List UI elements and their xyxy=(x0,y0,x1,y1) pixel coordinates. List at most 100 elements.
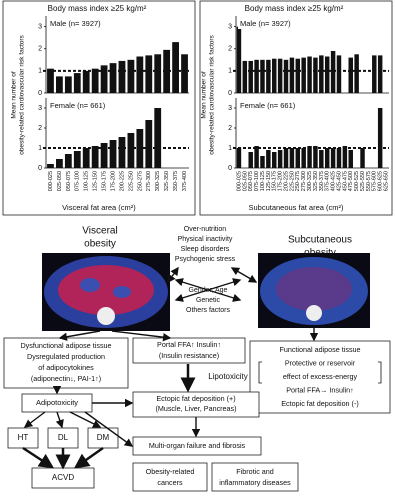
bar xyxy=(348,57,353,93)
y-axis-label: Mean number of xyxy=(11,71,18,119)
bar xyxy=(73,151,81,168)
node-text: Subcutaneous xyxy=(288,235,352,246)
x-tick-label: 100-125 xyxy=(84,171,90,191)
bar xyxy=(47,68,54,93)
bar xyxy=(307,146,312,168)
bar xyxy=(56,159,63,168)
bar xyxy=(377,108,383,168)
x-tick-label: 100-125 xyxy=(260,171,266,191)
x-tick-label: 050-075 xyxy=(248,171,254,191)
bar xyxy=(330,50,336,93)
bar xyxy=(100,65,108,93)
x-tick-label: 525-550 xyxy=(360,171,366,191)
bar xyxy=(163,49,171,93)
x-tick-label: 400-425 xyxy=(331,171,337,191)
x-tick-label: 375-400 xyxy=(325,171,331,191)
node-text: (Muscle, Liver, Pancreas) xyxy=(155,404,236,413)
node-box xyxy=(211,462,299,492)
node-text: Lipotoxicity xyxy=(208,372,248,381)
y-tick-label: 3 xyxy=(228,105,232,112)
node-text: Psychogenic stress xyxy=(175,256,236,263)
bar xyxy=(181,54,188,93)
node-text: Multi-organ failure and fibrosis xyxy=(149,441,246,450)
x-tick-label: 025-050 xyxy=(242,171,248,191)
node-text: effect of excess-energy xyxy=(283,372,358,381)
bar xyxy=(248,152,253,168)
x-tick-label: 000-025 xyxy=(48,171,54,191)
x-tick-label: 200-225 xyxy=(119,171,125,191)
arrows xyxy=(22,266,319,470)
y-tick-label: 0 xyxy=(228,90,232,97)
bar xyxy=(301,148,306,168)
node-text: Physical inactivity xyxy=(178,236,233,243)
x-axis-label: Visceral fat area (cm²) xyxy=(62,203,136,212)
bar xyxy=(319,150,324,168)
ct-visceral xyxy=(42,253,170,331)
node-text: Gender, Age xyxy=(189,287,228,294)
bar xyxy=(319,55,324,93)
x-tick-label: 450-475 xyxy=(342,171,348,191)
x-tick-label: 300-325 xyxy=(155,171,161,191)
x-tick-label: 475-500 xyxy=(348,171,354,191)
bar xyxy=(283,148,289,168)
x-tick-label: 150-175 xyxy=(272,171,278,191)
node-text: of adipocytokines xyxy=(38,363,94,372)
node-text: (Insulin resistance) xyxy=(159,351,219,360)
x-tick-label: 275-300 xyxy=(146,171,152,191)
bar xyxy=(277,150,283,168)
bar xyxy=(324,148,330,168)
bar xyxy=(64,154,72,168)
bar xyxy=(109,63,117,93)
node-text: Adipotoxicity xyxy=(36,398,78,407)
y-tick-label: 1 xyxy=(228,68,232,75)
bar xyxy=(377,55,383,93)
bar xyxy=(272,58,277,93)
node-text: cancers xyxy=(157,478,183,487)
panel-label: Female (n= 661) xyxy=(50,101,106,110)
bracket xyxy=(258,361,382,384)
bar xyxy=(266,59,271,93)
bar xyxy=(154,54,162,93)
bar xyxy=(330,148,336,168)
bar xyxy=(82,148,90,168)
x-axis-label: Subcutaneous fat area (cm²) xyxy=(248,203,344,212)
x-tick-label: 225-250 xyxy=(128,171,134,191)
node-text: Obesity-related xyxy=(146,467,195,476)
y-axis-label: obesity-related cardiovascular risk fact… xyxy=(209,34,216,154)
x-tick-label: 550-575 xyxy=(366,171,372,191)
bar xyxy=(313,146,318,168)
bar xyxy=(47,164,54,168)
y-tick-label: 1 xyxy=(38,145,42,152)
y-tick-label: 2 xyxy=(228,125,232,132)
node-box xyxy=(3,337,129,389)
node-text: Dysfunctional adipose tissue xyxy=(20,341,111,350)
y-axis-label: Mean number of xyxy=(201,71,208,119)
node-text: DL xyxy=(58,433,69,442)
x-tick-label: 225-250 xyxy=(289,171,295,191)
y-tick-label: 3 xyxy=(228,23,232,30)
bar xyxy=(277,58,283,93)
bar xyxy=(136,56,144,93)
bar xyxy=(56,76,63,93)
node-text: HT xyxy=(18,433,29,442)
bar xyxy=(91,68,99,93)
x-tick-label: 125-150 xyxy=(93,171,99,191)
y-axis-label: obesity-related cardiovascular risk fact… xyxy=(19,34,26,154)
bar xyxy=(248,60,253,93)
node-text: (adiponectin↓, PAI-1↑) xyxy=(31,374,101,383)
bar xyxy=(307,56,312,93)
x-tick-label: 325-350 xyxy=(164,171,170,191)
x-tick-label: 025-050 xyxy=(57,171,63,191)
bar xyxy=(372,55,377,93)
y-tick-label: 0 xyxy=(38,90,42,97)
bar xyxy=(301,57,306,93)
x-tick-label: 600-625 xyxy=(378,171,384,191)
label-bg xyxy=(48,19,110,29)
bar xyxy=(313,57,318,93)
x-tick-label: 075-100 xyxy=(254,171,260,191)
node-text: Others factors xyxy=(186,307,230,314)
node-text: Ectopic fat deposition (-) xyxy=(281,399,359,408)
x-tick-label: 300-325 xyxy=(307,171,313,191)
node-text: Fibrotic and xyxy=(236,467,274,476)
y-tick-label: 1 xyxy=(38,68,42,75)
